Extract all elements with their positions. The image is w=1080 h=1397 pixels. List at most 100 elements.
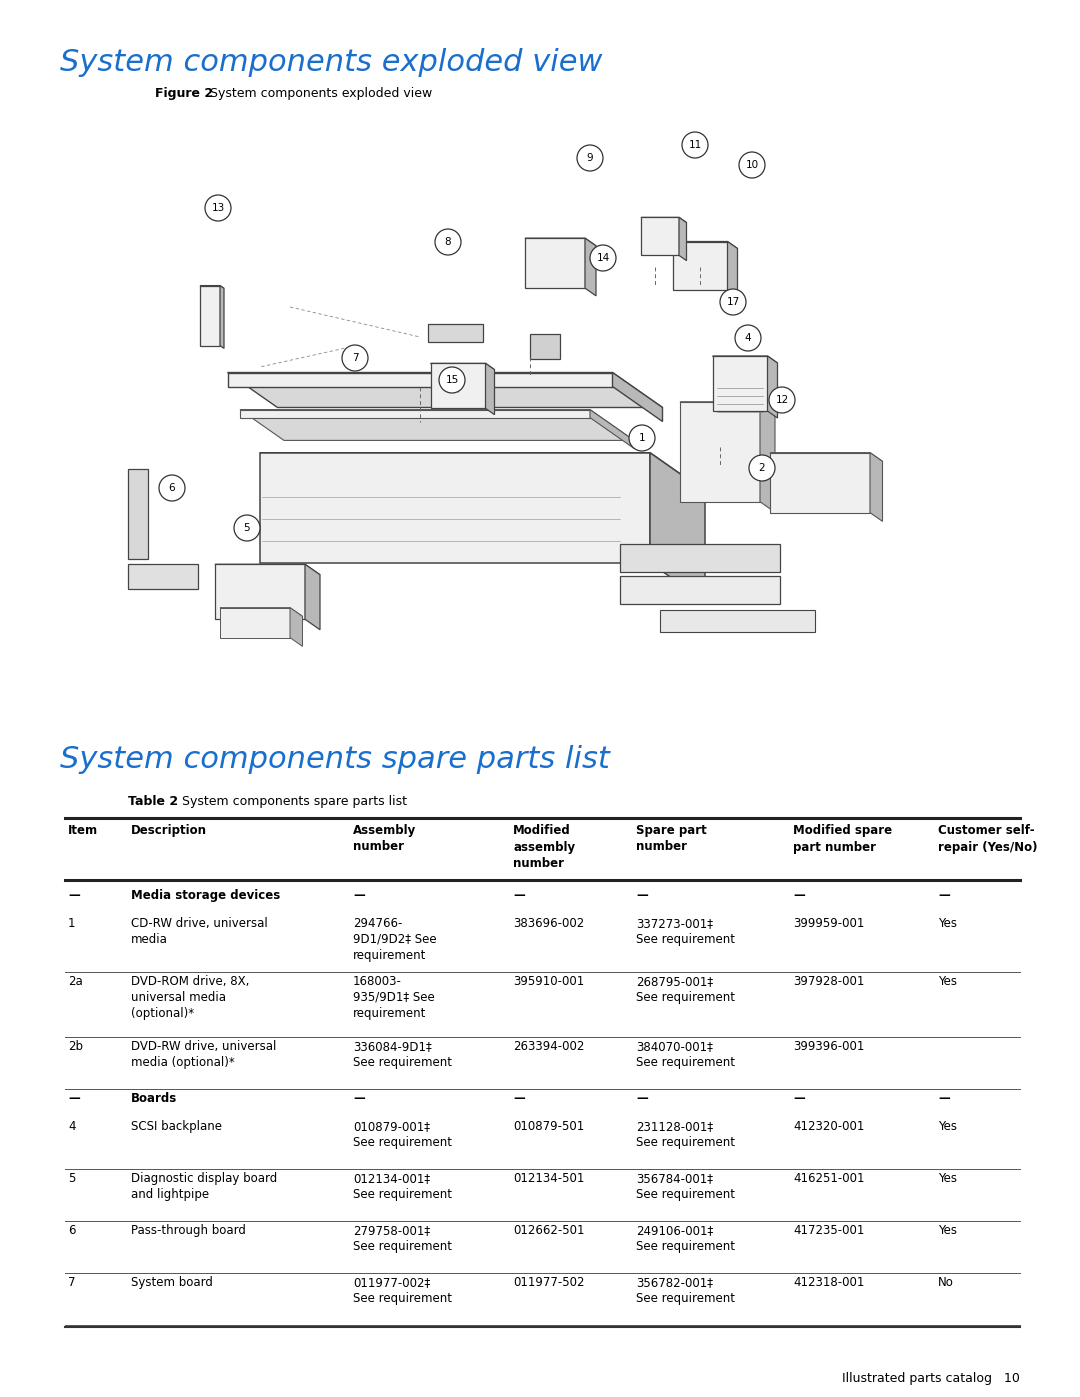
Text: 263394-002: 263394-002	[513, 1039, 584, 1053]
Circle shape	[739, 152, 765, 177]
Text: Assembly
number: Assembly number	[353, 824, 416, 854]
FancyBboxPatch shape	[129, 469, 148, 559]
Text: System components spare parts list: System components spare parts list	[60, 745, 610, 774]
Text: 356784-001‡
See requirement: 356784-001‡ See requirement	[636, 1172, 735, 1201]
Circle shape	[735, 326, 761, 351]
Text: 399959-001: 399959-001	[793, 916, 864, 930]
Text: 15: 15	[445, 374, 459, 386]
Text: 6: 6	[168, 483, 175, 493]
Text: 7: 7	[352, 353, 359, 363]
Text: SCSI backplane: SCSI backplane	[131, 1120, 222, 1133]
Polygon shape	[713, 356, 768, 411]
Text: 294766-
9D1/9D2‡ See
requirement: 294766- 9D1/9D2‡ See requirement	[353, 916, 436, 963]
Text: Yes: Yes	[939, 916, 957, 930]
Text: 356782-001‡
See requirement: 356782-001‡ See requirement	[636, 1275, 735, 1305]
Text: 279758-001‡
See requirement: 279758-001‡ See requirement	[353, 1224, 453, 1253]
Text: System components spare parts list: System components spare parts list	[183, 795, 407, 807]
FancyBboxPatch shape	[129, 564, 198, 590]
Text: Media storage devices: Media storage devices	[131, 888, 280, 902]
Text: 384070-001‡
See requirement: 384070-001‡ See requirement	[636, 1039, 735, 1069]
Polygon shape	[760, 402, 775, 513]
Text: 14: 14	[596, 253, 609, 263]
Text: CD-RW drive, universal
media: CD-RW drive, universal media	[131, 916, 268, 946]
FancyBboxPatch shape	[620, 543, 780, 571]
Text: Modified
assembly
number: Modified assembly number	[513, 824, 576, 870]
Polygon shape	[291, 608, 302, 647]
Text: —: —	[636, 888, 648, 902]
Text: 397928-001: 397928-001	[793, 975, 864, 988]
Text: Yes: Yes	[939, 1172, 957, 1185]
Text: —: —	[68, 888, 80, 902]
Polygon shape	[260, 453, 650, 563]
Polygon shape	[713, 356, 778, 363]
Text: Customer self-
repair (Yes/No): Customer self- repair (Yes/No)	[939, 824, 1038, 854]
Text: 417235-001: 417235-001	[793, 1224, 864, 1236]
Polygon shape	[305, 564, 320, 630]
Text: —: —	[636, 1092, 648, 1105]
Text: 012134-501: 012134-501	[513, 1172, 584, 1185]
Polygon shape	[486, 363, 495, 415]
Polygon shape	[215, 564, 320, 574]
Polygon shape	[525, 237, 596, 246]
Text: 412320-001: 412320-001	[793, 1120, 864, 1133]
Text: 336084-9D1‡
See requirement: 336084-9D1‡ See requirement	[353, 1039, 453, 1069]
FancyBboxPatch shape	[428, 324, 483, 342]
Polygon shape	[200, 285, 220, 345]
Text: 17: 17	[727, 298, 740, 307]
Text: 10: 10	[745, 161, 758, 170]
Polygon shape	[673, 242, 738, 249]
Text: 9: 9	[586, 154, 593, 163]
Circle shape	[438, 367, 465, 393]
Text: 011977-002‡
See requirement: 011977-002‡ See requirement	[353, 1275, 453, 1305]
FancyBboxPatch shape	[530, 334, 561, 359]
Text: 416251-001: 416251-001	[793, 1172, 864, 1185]
Polygon shape	[585, 237, 596, 296]
Text: 268795-001‡
See requirement: 268795-001‡ See requirement	[636, 975, 735, 1004]
Text: Yes: Yes	[939, 1120, 957, 1133]
Text: No: No	[939, 1275, 954, 1289]
Text: DVD-RW drive, universal
media (optional)*: DVD-RW drive, universal media (optional)…	[131, 1039, 276, 1069]
Text: 412318-001: 412318-001	[793, 1275, 864, 1289]
Polygon shape	[220, 285, 224, 348]
Circle shape	[629, 425, 654, 451]
Text: 337273-001‡
See requirement: 337273-001‡ See requirement	[636, 916, 735, 946]
Polygon shape	[228, 373, 662, 408]
Text: 231128-001‡
See requirement: 231128-001‡ See requirement	[636, 1120, 735, 1148]
Polygon shape	[525, 237, 585, 288]
Text: 399396-001: 399396-001	[793, 1039, 864, 1053]
Circle shape	[342, 345, 368, 372]
Text: Diagnostic display board
and lightpipe: Diagnostic display board and lightpipe	[131, 1172, 278, 1201]
Circle shape	[720, 289, 746, 314]
Text: Modified spare
part number: Modified spare part number	[793, 824, 892, 854]
Text: 5: 5	[68, 1172, 76, 1185]
Text: —: —	[513, 888, 525, 902]
Polygon shape	[870, 453, 882, 521]
Circle shape	[205, 196, 231, 221]
Text: 383696-002: 383696-002	[513, 916, 584, 930]
Polygon shape	[673, 242, 728, 289]
Text: 2: 2	[758, 462, 766, 474]
Polygon shape	[612, 373, 662, 422]
Polygon shape	[240, 409, 634, 440]
Text: System board: System board	[131, 1275, 213, 1289]
Text: 395910-001: 395910-001	[513, 975, 584, 988]
Text: 1: 1	[68, 916, 76, 930]
Circle shape	[750, 455, 775, 481]
Text: —: —	[353, 1092, 365, 1105]
Text: 010879-001‡
See requirement: 010879-001‡ See requirement	[353, 1120, 453, 1148]
Text: 012134-001‡
See requirement: 012134-001‡ See requirement	[353, 1172, 453, 1201]
Text: 012662-501: 012662-501	[513, 1224, 584, 1236]
Text: 010879-501: 010879-501	[513, 1120, 584, 1133]
Polygon shape	[770, 453, 882, 461]
Text: 5: 5	[244, 522, 251, 534]
Polygon shape	[680, 402, 760, 502]
Polygon shape	[728, 242, 738, 296]
Text: 4: 4	[68, 1120, 76, 1133]
Text: 1: 1	[638, 433, 646, 443]
Text: 7: 7	[68, 1275, 76, 1289]
Text: Spare part
number: Spare part number	[636, 824, 706, 854]
Circle shape	[234, 515, 260, 541]
Text: —: —	[793, 1092, 805, 1105]
Polygon shape	[215, 564, 305, 619]
Polygon shape	[431, 363, 495, 370]
